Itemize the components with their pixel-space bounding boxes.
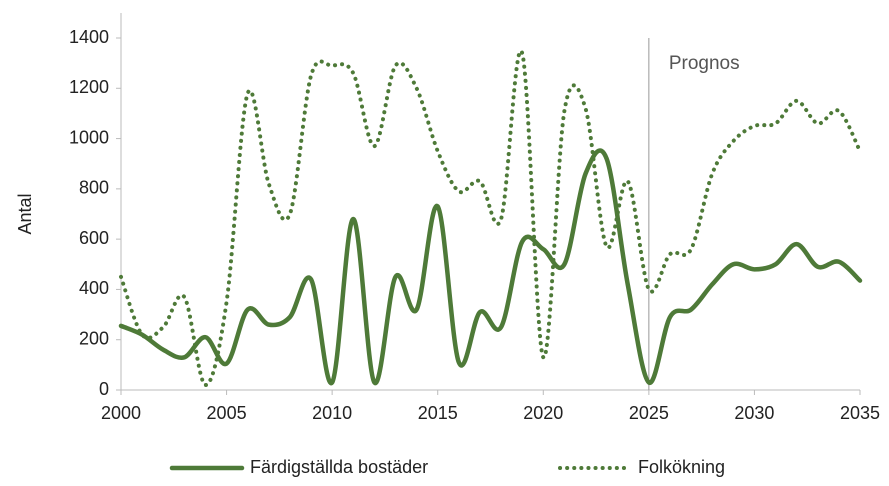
x-tick-label: 2030 [734,403,774,423]
x-tick-label: 2005 [207,403,247,423]
annotation: Prognos [669,53,740,74]
series-line [118,148,863,385]
x-tick-label: 2000 [101,403,141,423]
series-line [119,48,862,387]
legend-label: Färdigställda bostäder [250,457,428,477]
y-tick-label: 1400 [69,27,109,47]
y-tick-label: 200 [79,328,109,348]
x-tick-label: 2025 [629,403,669,423]
y-tick-label: 1200 [69,77,109,97]
x-tick-label: 2035 [840,403,880,423]
y-tick-label: 1000 [69,127,109,147]
y-axis-label: Antal [15,193,35,234]
y-tick-label: 800 [79,178,109,198]
x-tick-label: 2015 [418,403,458,423]
y-tick-label: 600 [79,228,109,248]
legend-label: Folkökning [638,457,725,477]
x-tick-label: 2010 [312,403,352,423]
y-tick-label: 0 [99,379,109,399]
y-tick-label: 400 [79,278,109,298]
x-tick-label: 2020 [523,403,563,423]
